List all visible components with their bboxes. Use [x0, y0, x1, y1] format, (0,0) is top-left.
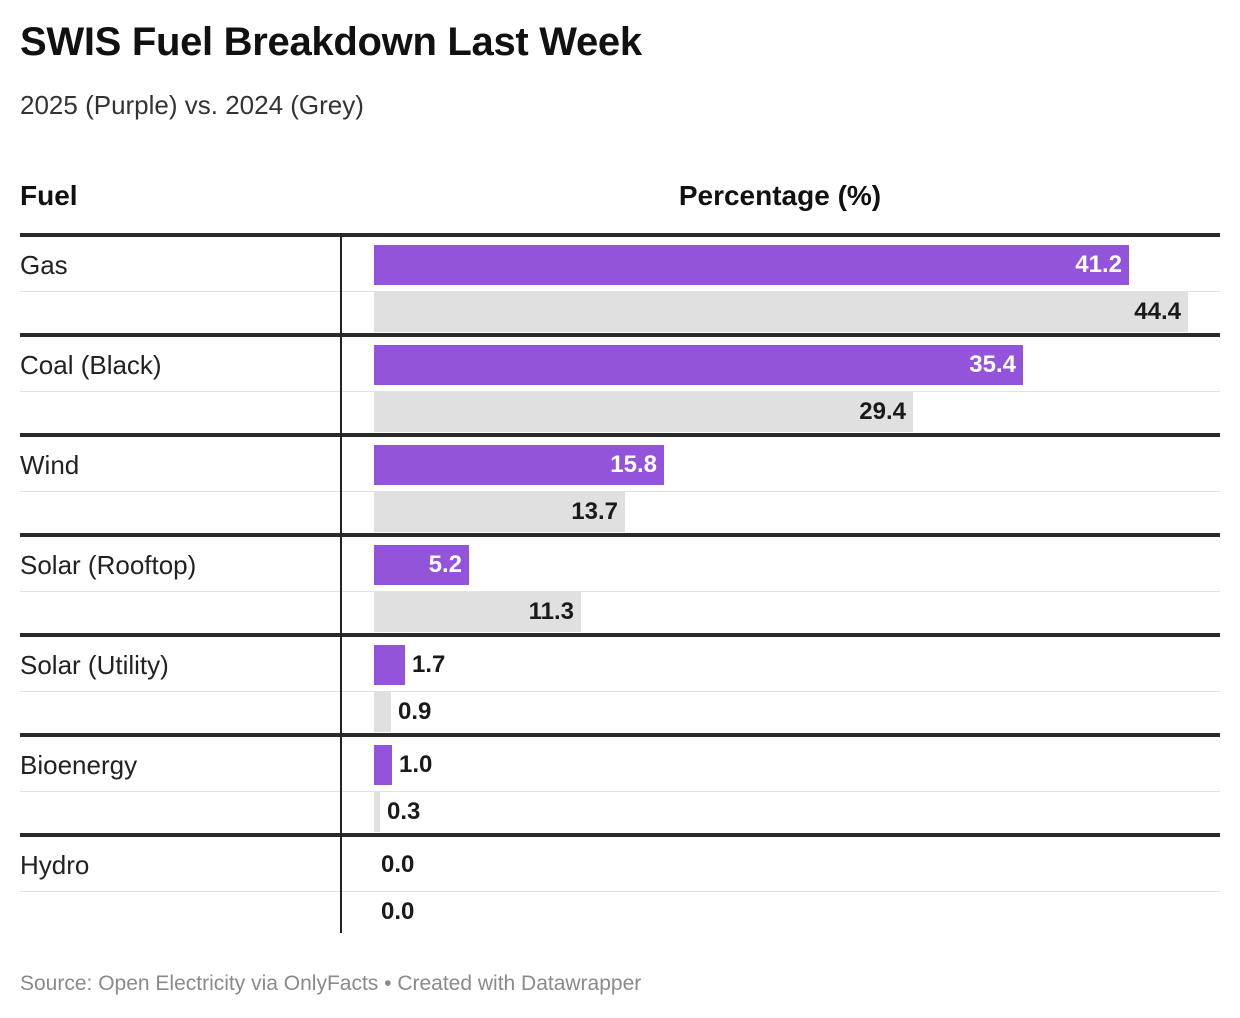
fuel-label: Wind: [20, 450, 80, 480]
value-label-2025-6: 0.0: [381, 851, 415, 878]
bar-2024-0: [374, 292, 1188, 332]
row-divider: [20, 491, 1220, 492]
source-note: Source: Open Electricity via OnlyFacts •…: [20, 972, 642, 995]
bar-2024-1: [374, 392, 913, 432]
value-label-2024-6: 0.0: [381, 898, 415, 925]
fuel-label: Bioenergy: [20, 750, 138, 780]
value-label-2025-0: 41.2: [1075, 251, 1122, 278]
fuel-column-header: Fuel: [20, 180, 78, 211]
percentage-column-header: Percentage (%): [678, 180, 882, 211]
value-label-2024-4: 0.9: [398, 698, 432, 725]
bar-2025-0: [374, 245, 1129, 285]
bar-2025-5: [374, 745, 392, 785]
fuel-row: Bioenergy 1.0 0.3: [20, 733, 1220, 833]
row-divider: [20, 591, 1220, 592]
fuel-label: Solar (Rooftop): [20, 550, 197, 580]
column-divider: [340, 233, 342, 933]
value-label-2025-3: 5.2: [428, 551, 462, 578]
fuel-row: Hydro 0.0 0.0: [20, 833, 1220, 933]
row-divider: [20, 391, 1220, 392]
fuel-label: Gas: [20, 250, 68, 280]
value-label-2024-3: 11.3: [528, 598, 574, 625]
fuel-row: Gas 41.2 44.4: [20, 233, 1220, 333]
bar-table: Gas 41.2 44.4 Coal (Black) 35.4 29.4 Wind 15.8 1…: [20, 233, 1220, 933]
fuel-label: Coal (Black): [20, 350, 162, 380]
value-label-2024-5: 0.3: [387, 798, 421, 825]
bar-2024-5: [374, 792, 380, 832]
bar-2025-4: [374, 645, 405, 685]
value-label-2024-1: 29.4: [859, 398, 906, 425]
chart-title: SWIS Fuel Breakdown Last Week: [20, 20, 642, 64]
chart-subtitle: 2025 (Purple) vs. 2024 (Grey): [20, 90, 364, 120]
bar-2025-1: [374, 345, 1023, 385]
fuel-row: Solar (Rooftop) 5.2 11.3: [20, 533, 1220, 633]
value-label-2025-5: 1.0: [399, 751, 433, 778]
value-label-2024-0: 44.4: [1134, 298, 1181, 325]
bar-2024-4: [374, 692, 391, 732]
value-label-2024-2: 13.7: [571, 498, 618, 525]
value-label-2025-2: 15.8: [610, 451, 657, 478]
row-divider: [20, 691, 1220, 692]
row-divider: [20, 791, 1220, 792]
bar-2025-2: [374, 445, 664, 485]
bar-2024-2: [374, 492, 625, 532]
fuel-label: Hydro: [20, 850, 90, 880]
bar-2025-3: [374, 545, 469, 585]
bar-2024-3: [374, 592, 581, 632]
row-divider: [20, 891, 1220, 892]
fuel-row: Solar (Utility) 1.7 0.9: [20, 633, 1220, 733]
row-divider: [20, 291, 1220, 292]
value-label-2025-1: 35.4: [969, 351, 1016, 378]
fuel-row: Coal (Black) 35.4 29.4: [20, 333, 1220, 433]
fuel-label: Solar (Utility): [20, 650, 169, 680]
fuel-row: Wind 15.8 13.7: [20, 433, 1220, 533]
value-label-2025-4: 1.7: [412, 651, 446, 678]
